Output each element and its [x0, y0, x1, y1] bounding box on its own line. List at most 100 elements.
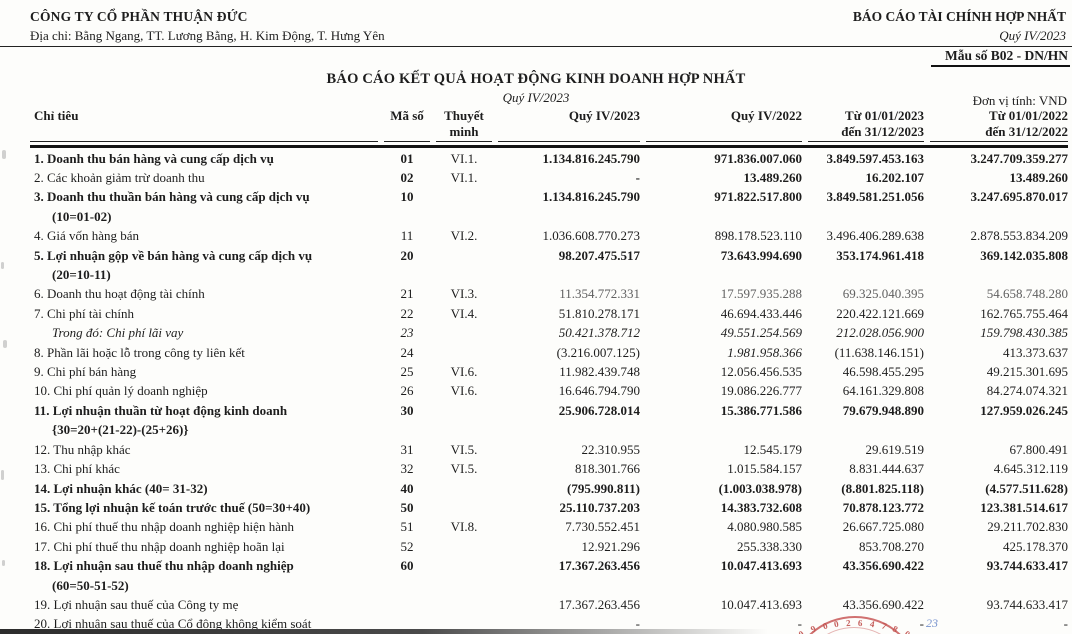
row-code: 01: [400, 150, 414, 166]
row-value-q4-2023: 17.367.263.456: [558, 596, 640, 612]
row-code: 30: [400, 402, 414, 418]
row-value-ytd-2022: 49.215.301.695: [986, 364, 1068, 380]
row-code: 20: [400, 247, 414, 263]
row-value-q4-2022: 1.015.584.157: [727, 461, 802, 477]
row-label: 12. Thu nhập khác: [34, 441, 131, 457]
table-body: 1. Doanh thu bán hàng và cung cấp dịch v…: [30, 149, 1072, 634]
row-note: [436, 401, 492, 440]
row-label: Trong đó: Chi phí lãi vay: [52, 325, 184, 341]
row-value-ytd-2023: 43.356.690.422: [842, 558, 924, 574]
row-value-q4-2022: 12.056.456.535: [720, 364, 802, 380]
row-value-ytd-2022: -: [1063, 616, 1068, 632]
row-value-q4-2023: 1.036.608.770.273: [542, 228, 641, 244]
table-header: Chỉ tiêu Mã số Thuyết minh Quý IV/2023 Qu…: [30, 108, 1072, 142]
row-value-ytd-2022: 3.247.695.870.017: [970, 189, 1069, 205]
row-value-q4-2022: 14.383.732.608: [720, 499, 802, 515]
row-code: 25: [400, 364, 414, 380]
row-note: [436, 556, 492, 595]
row-code: 31: [400, 441, 414, 457]
row-value-ytd-2023: (11.638.146.151): [834, 344, 924, 360]
row-code: 23: [400, 325, 414, 341]
subtitle-period: Quý IV/2023: [502, 90, 570, 105]
row-value-q4-2022: 898.178.523.110: [714, 228, 802, 244]
row-code: 22: [400, 305, 414, 321]
row-value-q4-2022: 10.047.413.693: [720, 558, 802, 574]
row-value-q4-2023: 12.921.296: [581, 538, 641, 554]
row-label: 20. Lợi nhuận sau thuế của Cổ đông không…: [34, 616, 312, 632]
row-label: 13. Chi phí khác: [34, 461, 120, 477]
scan-artifact: [1, 470, 4, 480]
row-value-ytd-2023: 70.878.123.772: [842, 499, 924, 515]
row-value-q4-2023: 25.110.737.203: [559, 499, 640, 515]
row-value-ytd-2022: 162.765.755.464: [980, 305, 1068, 321]
row-value-ytd-2022: (4.577.511.628): [985, 480, 1068, 496]
row-label: 16. Chi phí thuế thu nhập doanh nghiệp h…: [34, 519, 294, 535]
row-value-ytd-2023: 64.161.329.808: [842, 383, 924, 399]
row-value-ytd-2023: 16.202.107: [865, 170, 925, 185]
row-value-ytd-2023: 353.174.961.418: [836, 247, 924, 263]
row-value-ytd-2023: 79.679.948.890: [842, 402, 924, 418]
row-value-q4-2023: 25.906.728.014: [558, 402, 640, 418]
row-value-q4-2022: 255.338.330: [737, 538, 802, 554]
row-code: 51: [400, 519, 414, 535]
row-label: 3. Doanh thu thuần bán hàng và cung cấp …: [34, 189, 310, 224]
scan-artifact: [2, 560, 5, 566]
table-top-border: [30, 145, 1068, 148]
row-value-ytd-2022: 84.274.074.321: [986, 383, 1068, 399]
row-label: 18. Lợi nhuận sau thuế thu nhập doanh ng…: [34, 558, 294, 593]
row-code: [384, 595, 430, 614]
row-value-ytd-2023: 26.667.725.080: [842, 519, 924, 535]
row-note: VI.8.: [450, 519, 478, 535]
row-value-ytd-2023: 212.028.056.900: [836, 325, 924, 341]
row-value-ytd-2023: 220.422.121.669: [836, 305, 924, 321]
col-header-chi-tieu: Chỉ tiêu: [30, 108, 378, 142]
row-note: VI.5.: [450, 441, 478, 457]
row-value-q4-2022: 19.086.226.777: [720, 383, 802, 399]
row-value-q4-2023: 17.367.263.456: [558, 558, 640, 574]
row-note: VI.1.: [450, 150, 478, 166]
row-value-ytd-2023: 8.831.444.637: [849, 461, 924, 477]
row-value-q4-2023: (795.990.811): [567, 480, 640, 496]
subtitle-row: Quý IV/2023 Đơn vị tính: VND: [0, 90, 1072, 108]
row-value-ytd-2023: 46.598.455.295: [842, 364, 924, 380]
company-block: CÔNG TY CỔ PHẦN THUẬN ĐỨC Địa chỉ: Bằng …: [30, 9, 385, 44]
row-code: 11: [400, 228, 414, 244]
row-value-ytd-2023: 29.619.519: [865, 441, 925, 457]
row-label: 2. Các khoản giảm trừ doanh thu: [34, 170, 205, 185]
row-value-ytd-2022: 123.381.514.617: [980, 499, 1068, 515]
row-note: VI.4.: [450, 305, 478, 321]
row-value-q4-2023: 11.354.772.331: [559, 286, 640, 302]
row-value-q4-2022: 971.822.517.800: [714, 189, 802, 205]
row-value-q4-2023: 818.301.766: [575, 461, 640, 477]
row-value-ytd-2022: 127.959.026.245: [980, 402, 1068, 418]
row-code: 10: [400, 189, 414, 205]
row-label: 5. Lợi nhuận gộp về bán hàng và cung cấp…: [34, 247, 313, 283]
handwritten-mark: 23: [926, 616, 938, 630]
row-note: [436, 323, 492, 342]
row-code: 26: [400, 383, 414, 399]
row-note: [436, 187, 492, 226]
row-value-ytd-2022: 3.247.709.359.277: [970, 150, 1069, 166]
col-header-ma-so: Mã số: [384, 108, 430, 142]
row-value-q4-2022: 13.489.260: [743, 170, 803, 185]
row-code: 40: [400, 480, 414, 496]
row-value-q4-2023: 22.310.955: [581, 441, 641, 457]
row-note: VI.3.: [450, 286, 478, 302]
row-code: 50: [400, 499, 414, 515]
row-label: 7. Chi phí tài chính: [34, 305, 135, 321]
report-type-block: BÁO CÁO TÀI CHÍNH HỢP NHẤT Quý IV/2023: [853, 9, 1066, 44]
row-note: [436, 479, 492, 498]
row-value-q4-2023: (3.216.007.125): [556, 344, 640, 360]
col-header-ytd-2023: Từ 01/01/2023 đến 31/12/2023: [808, 108, 924, 142]
row-value-ytd-2022: 67.800.491: [1009, 441, 1069, 457]
col-header-thuyet-minh: Thuyết minh: [436, 108, 492, 142]
row-value-q4-2022: 49.551.254.569: [720, 325, 802, 341]
row-value-q4-2023: 11.982.439.748: [559, 364, 640, 380]
row-value-ytd-2023: -: [919, 616, 924, 632]
row-label: 19. Lợi nhuận sau thuế của Công ty mẹ: [34, 596, 239, 612]
report-type: BÁO CÁO TÀI CHÍNH HỢP NHẤT: [852, 9, 1066, 24]
row-value-ytd-2022: 93.744.633.417: [986, 596, 1068, 612]
row-value-q4-2022: 4.080.980.585: [727, 519, 802, 535]
row-value-q4-2022: 1.981.958.366: [727, 344, 802, 360]
